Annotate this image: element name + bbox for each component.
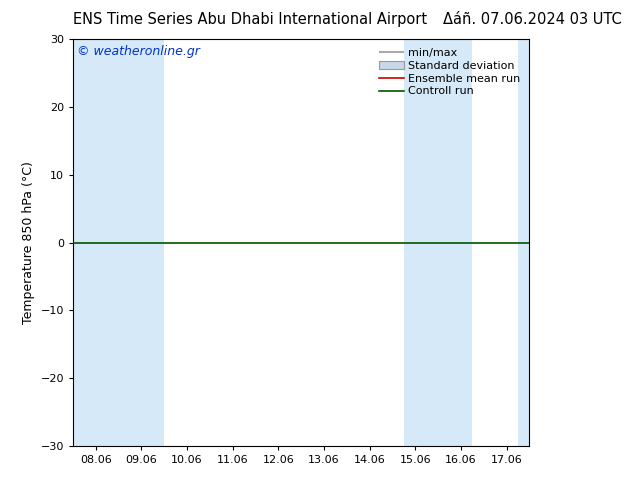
Text: ENS Time Series Abu Dhabi International Airport: ENS Time Series Abu Dhabi International … (73, 12, 427, 27)
Bar (84, 39, 107, 446)
Bar (84, 39, 164, 446)
Legend: min/max, Standard deviation, Ensemble mean run, Controll run: min/max, Standard deviation, Ensemble me… (376, 45, 524, 100)
Bar (518, 39, 529, 446)
Text: © weatheronline.gr: © weatheronline.gr (77, 45, 200, 58)
Text: Δáñ. 07.06.2024 03 UTC: Δáñ. 07.06.2024 03 UTC (443, 12, 621, 27)
Bar (404, 39, 427, 446)
Y-axis label: Temperature 850 hPa (°C): Temperature 850 hPa (°C) (22, 161, 35, 324)
Bar (404, 39, 472, 446)
Bar (130, 39, 153, 446)
Bar (73, 39, 84, 446)
Bar (450, 39, 472, 446)
